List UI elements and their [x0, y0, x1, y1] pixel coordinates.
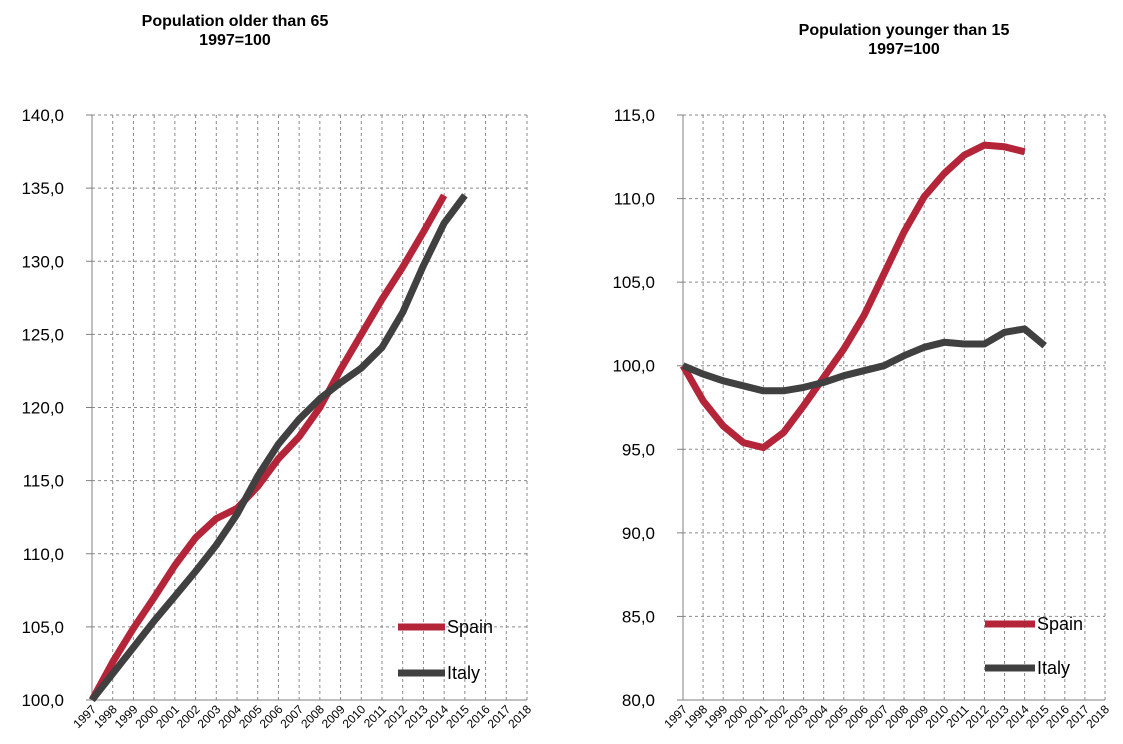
y-tick-label: 130,0	[21, 252, 64, 271]
legend-label-italy: Italy	[447, 663, 480, 683]
y-tick-label: 115,0	[23, 472, 64, 491]
y-tick-label: 100,0	[21, 691, 64, 710]
y-tick-label: 80,0	[622, 691, 655, 710]
chart-subtitle: 1997=100	[199, 32, 271, 49]
series-line-spain	[88, 193, 448, 702]
series-line-italy	[89, 193, 468, 703]
y-tick-label: 105,0	[612, 273, 655, 292]
chart-panel-1: Population older than 65 1997=100 100,0 105…	[21, 13, 534, 731]
y-tick-label: 135,0	[21, 179, 64, 198]
x-tick-label: 2018	[505, 702, 534, 731]
series-line-italy	[681, 325, 1047, 395]
y-tick-label: 115,0	[614, 106, 655, 125]
legend-label-spain: Spain	[447, 617, 493, 637]
y-tick-label: 95,0	[622, 440, 655, 459]
chart-subtitle: 1997=100	[868, 41, 940, 58]
y-tick-label: 140,0	[21, 106, 64, 125]
x-tick-label: 2018	[1083, 702, 1112, 731]
legend-label-spain: Spain	[1037, 614, 1083, 634]
y-tick-label: 100,0	[612, 357, 655, 376]
chart-title: Population older than 65	[142, 13, 329, 30]
y-tick-label: 110,0	[23, 545, 64, 564]
y-tick-label: 120,0	[21, 399, 64, 418]
y-tick-label: 90,0	[622, 524, 655, 543]
y-tick-label: 110,0	[614, 190, 655, 209]
y-tick-label: 85,0	[622, 607, 655, 626]
y-tick-label: 125,0	[21, 325, 64, 344]
chart-title: Population younger than 15	[799, 22, 1010, 39]
series-line-spain	[679, 141, 1026, 452]
chart-panel-2: Population younger than 15 1997=100 80,0 85…	[612, 22, 1112, 731]
legend-label-italy: Italy	[1037, 658, 1070, 678]
y-tick-label: 105,0	[21, 618, 64, 637]
